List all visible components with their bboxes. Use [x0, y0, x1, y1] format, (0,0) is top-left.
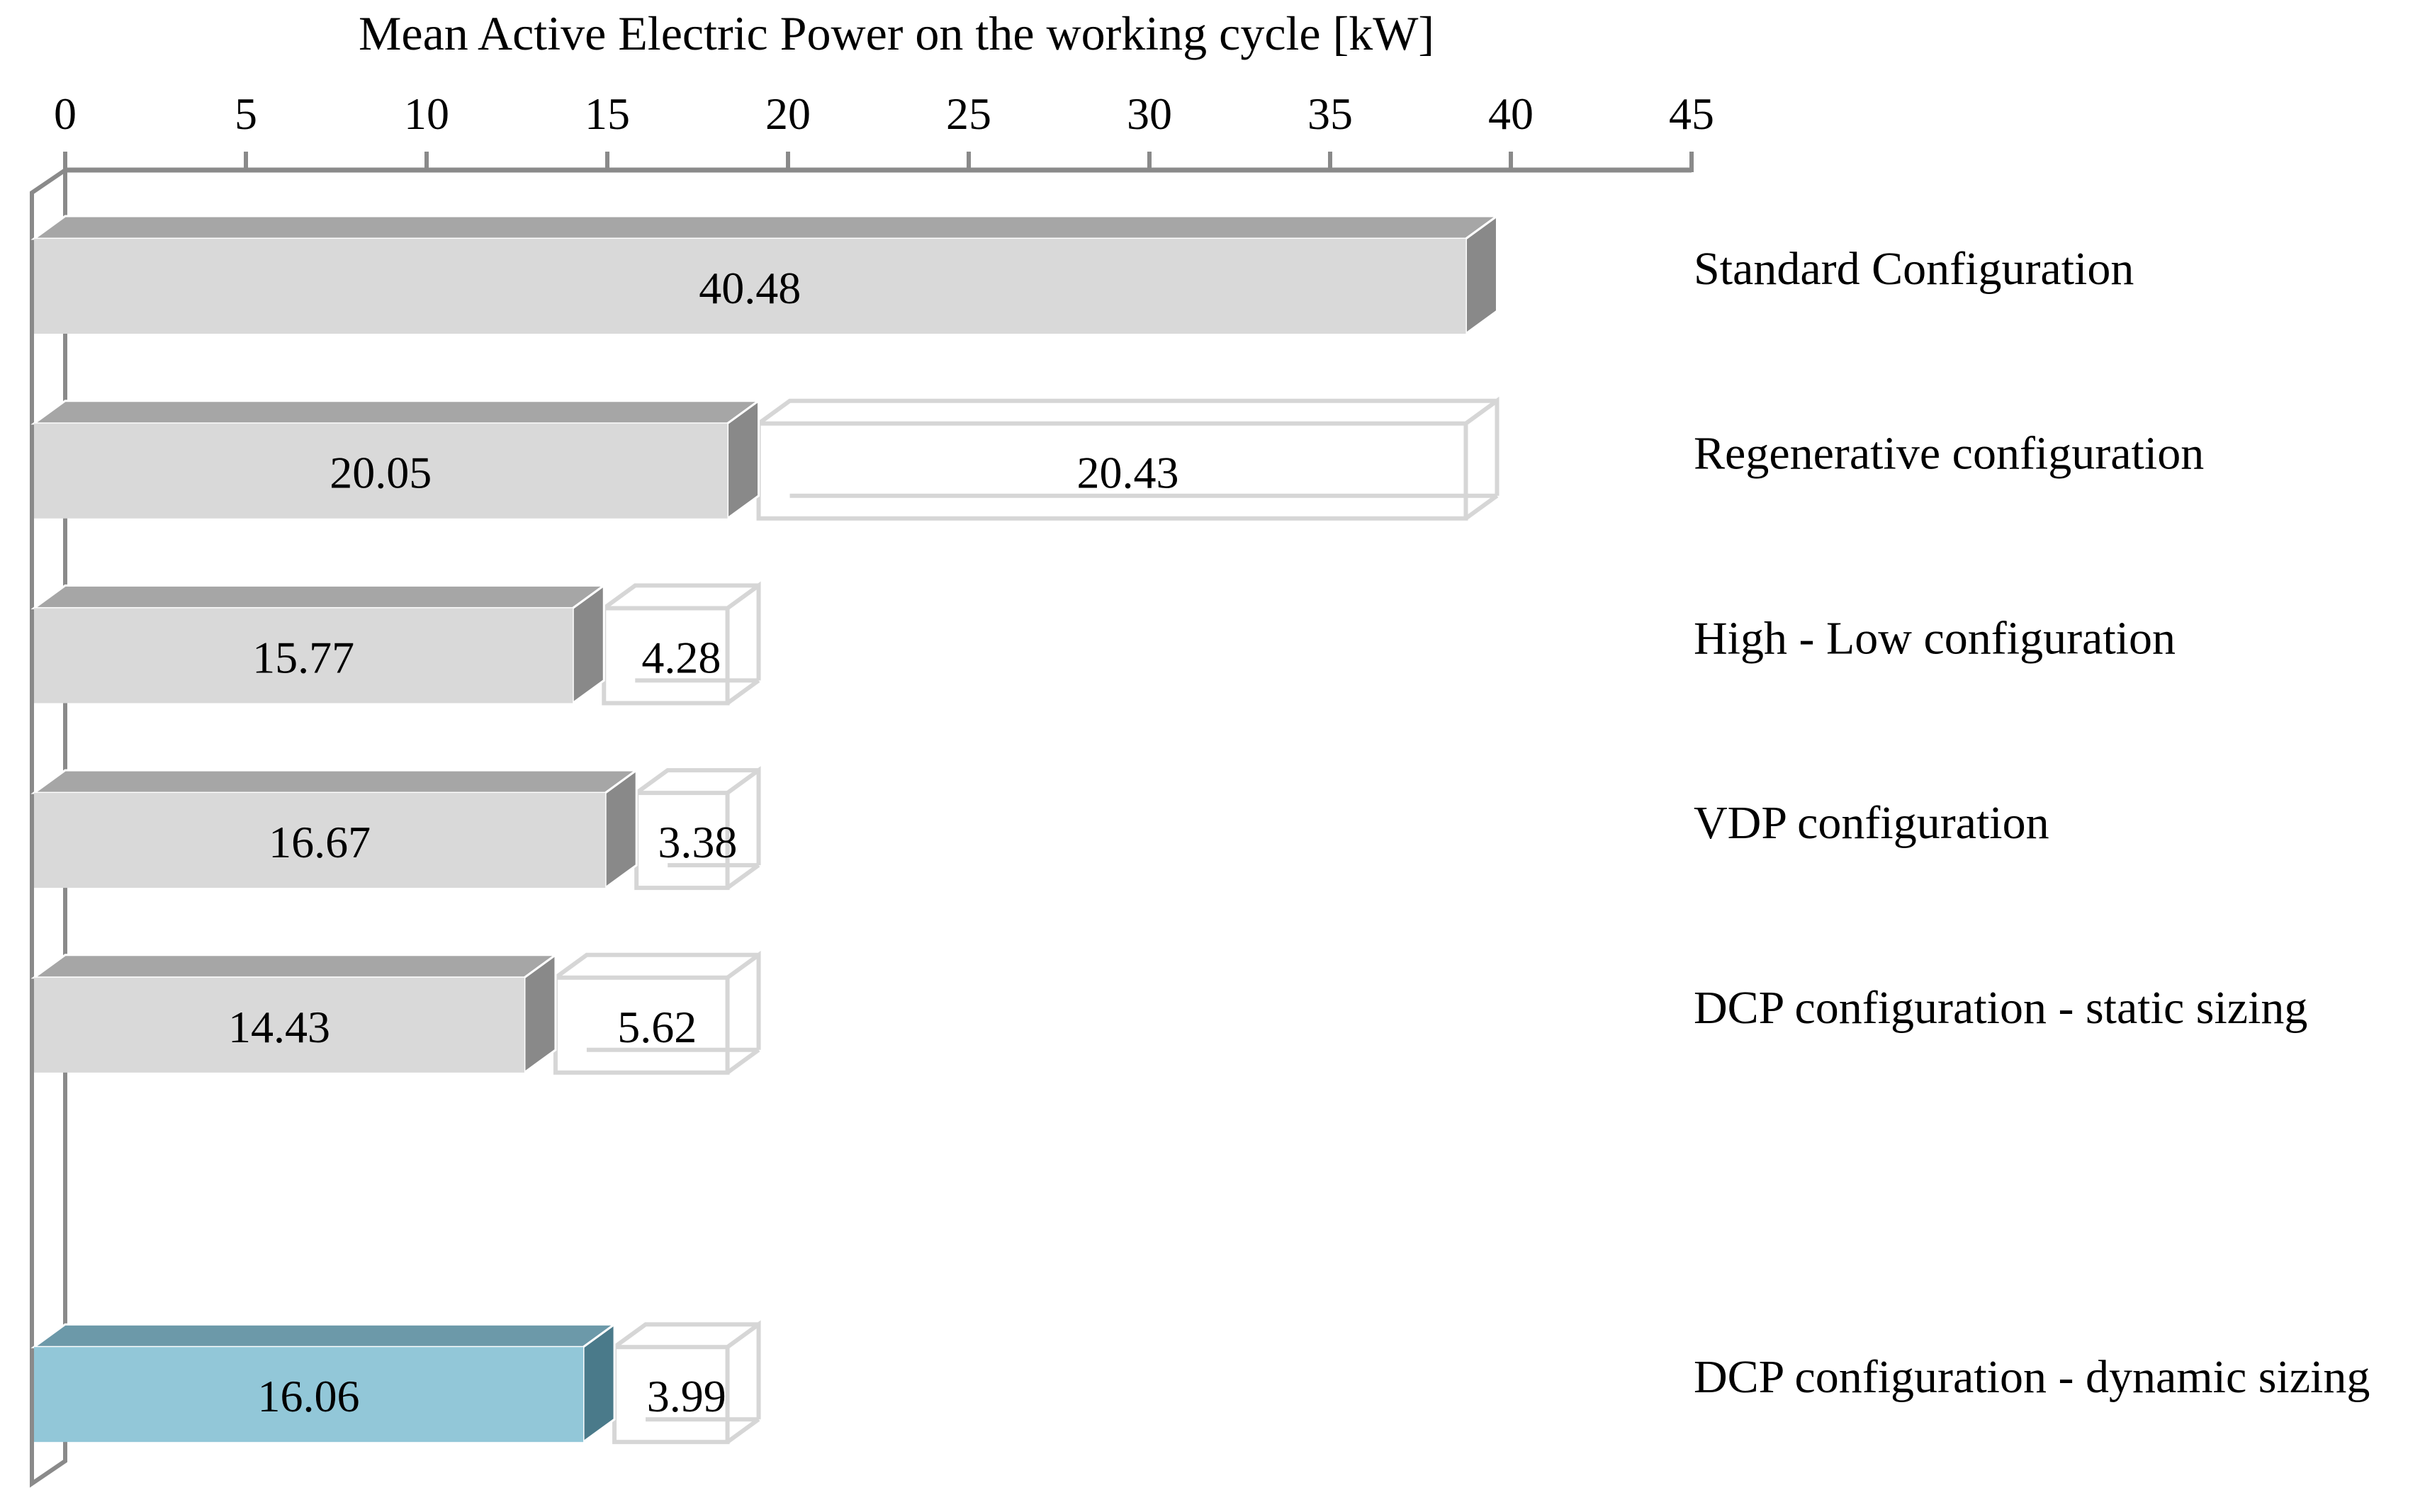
bar-front-face: [34, 793, 606, 888]
category-label: High - Low configuration: [1694, 612, 2176, 664]
chart-title: Mean Active Electric Power on the workin…: [358, 6, 1435, 60]
bar-top-face: [30, 954, 559, 979]
category-label: DCP configuration - static sizing: [1694, 982, 2307, 1034]
bar-front-face: [34, 239, 1466, 334]
value-label: 14.43: [228, 1002, 330, 1052]
outline-box-fill: [604, 585, 759, 704]
bar-top-face: [30, 769, 640, 794]
axis-wall: [30, 166, 67, 1488]
bar-top-face: [30, 584, 607, 609]
value-label: 4.28: [641, 632, 721, 682]
axis-tick-label: 20: [765, 89, 811, 139]
value-label: 20.05: [330, 448, 432, 498]
value-label: 5.62: [617, 1002, 697, 1052]
bar-front-face: [34, 1347, 584, 1443]
bar-front-face: [34, 423, 728, 519]
bar-front-face: [34, 977, 524, 1073]
axis-tick-label: 5: [235, 89, 257, 139]
value-label: 16.67: [269, 817, 371, 867]
value-label: 40.48: [699, 263, 801, 313]
bar-top-face: [30, 1323, 618, 1348]
outline-box-edges: [613, 1320, 761, 1444]
outline-box-edges: [757, 396, 1500, 521]
outline-box-edges: [635, 766, 761, 890]
outline-box-edges: [602, 581, 761, 705]
bar-front-face: [34, 608, 573, 704]
axis-tick-label: 0: [54, 89, 77, 139]
outline-box-fill: [614, 1324, 759, 1443]
value-label: 3.38: [658, 817, 737, 867]
bar-top-face: [30, 400, 763, 425]
value-label: 16.06: [258, 1371, 360, 1421]
value-label: 20.43: [1077, 448, 1179, 498]
axis-tick-label: 35: [1307, 89, 1353, 139]
category-label: Standard Configuration: [1694, 243, 2134, 295]
category-label: DCP configuration - dynamic sizing: [1694, 1351, 2370, 1403]
value-label: 3.99: [647, 1371, 726, 1421]
outline-box-fill: [758, 400, 1497, 519]
bar-top-face: [30, 215, 1501, 240]
category-label: Regenerative configuration: [1694, 428, 2204, 480]
axis-tick-label: 10: [404, 89, 449, 139]
axis-tick-label: 25: [946, 89, 991, 139]
axis-tick-label: 40: [1488, 89, 1534, 139]
outline-box-edges: [554, 950, 761, 1075]
axis-tick-label: 15: [585, 89, 630, 139]
axis-tick-label: 45: [1669, 89, 1714, 139]
axis-tick-label: 30: [1127, 89, 1172, 139]
value-label: 15.77: [252, 632, 354, 682]
outline-box-fill: [555, 954, 759, 1073]
category-label: VDP configuration: [1694, 797, 2049, 849]
